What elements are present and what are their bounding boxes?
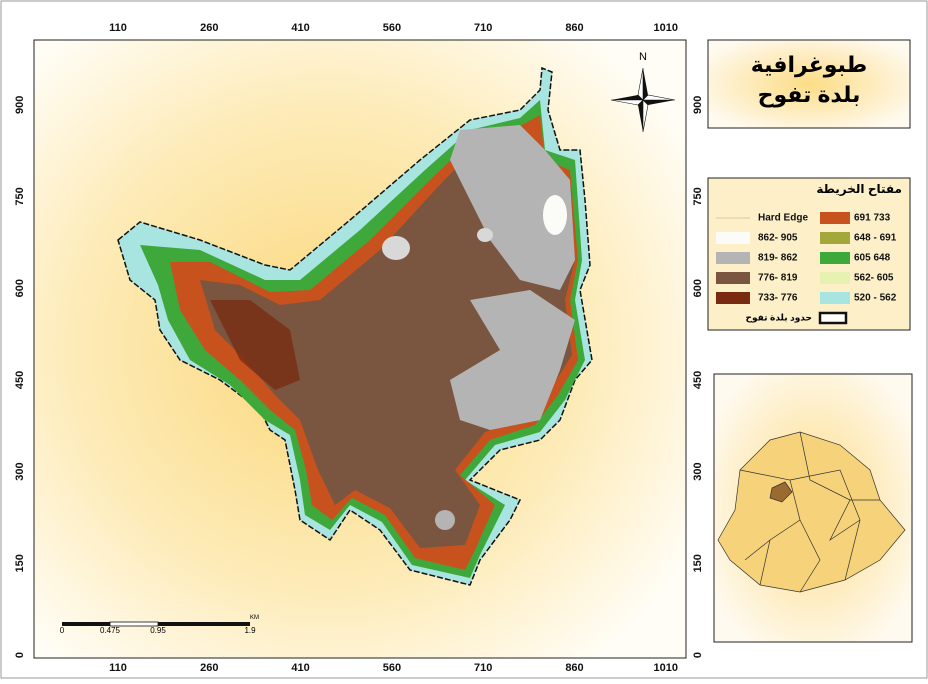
y-coordinate-label: 450: [692, 371, 704, 389]
scale-label: 0.95: [150, 626, 166, 635]
legend-label: Hard Edge: [758, 213, 808, 224]
scale-label: 0.475: [100, 626, 121, 635]
legend-swatch: [820, 212, 850, 224]
legend-label: 648 - 691: [854, 233, 897, 244]
y-coordinate-label: 600: [14, 279, 26, 297]
y-coordinate-label: 600: [692, 279, 704, 297]
legend-swatch: [820, 292, 850, 304]
y-coordinate-label: 900: [692, 96, 704, 114]
y-coordinate-label: 900: [14, 96, 26, 114]
main-map: 0 0.475 0.95 1.9 KM N: [34, 40, 686, 658]
x-coordinate-label: 860: [565, 22, 583, 34]
legend-swatch: [820, 252, 850, 264]
title-line: بلدة تفوح: [758, 82, 861, 108]
scale-unit: KM: [250, 615, 259, 621]
y-coordinate-label: 0: [692, 652, 704, 658]
legend-swatch: [820, 272, 850, 284]
legend-label: 819- 862: [758, 253, 798, 264]
map-page: 0 0.475 0.95 1.9 KM N طبوغرافية بلدة تفو…: [0, 0, 928, 679]
legend-label: حدود بلدة تفوح: [746, 312, 812, 323]
scale-label: 0: [60, 626, 65, 635]
peak: [382, 236, 410, 260]
x-coordinate-label: 710: [474, 662, 492, 674]
legend-swatch: [716, 252, 750, 264]
y-coordinate-label: 300: [14, 462, 26, 480]
x-coordinate-label: 410: [291, 662, 309, 674]
x-coordinate-label: 410: [291, 22, 309, 34]
y-coordinate-label: 150: [14, 554, 26, 572]
y-coordinate-label: 750: [692, 187, 704, 205]
legend-label: 562- 605: [854, 273, 894, 284]
x-coordinate-label: 1010: [654, 662, 678, 674]
legend-swatch: [820, 313, 846, 323]
title-line: طبوغرافية: [751, 52, 867, 78]
y-coordinate-label: 0: [14, 652, 26, 658]
x-coordinate-label: 110: [109, 662, 127, 674]
legend-label: 862- 905: [758, 233, 798, 244]
legend-swatch: [716, 272, 750, 284]
y-coordinate-label: 750: [14, 187, 26, 205]
peak: [435, 510, 455, 530]
legend-label: 733- 776: [758, 293, 798, 304]
peak: [477, 228, 493, 242]
legend-swatch: [716, 232, 750, 244]
peak: [543, 195, 567, 235]
legend-label: 776- 819: [758, 273, 798, 284]
legend-label: 520 - 562: [854, 293, 897, 304]
x-coordinate-label: 710: [474, 22, 492, 34]
x-coordinate-label: 1010: [654, 22, 678, 34]
legend-swatch: [716, 292, 750, 304]
y-coordinate-label: 450: [14, 371, 26, 389]
north-label: N: [639, 51, 647, 63]
scale-label: 1.9: [244, 626, 256, 635]
legend-label: 691 733: [854, 213, 891, 224]
legend-label: 605 648: [854, 253, 891, 264]
x-coordinate-label: 560: [383, 662, 401, 674]
y-coordinate-label: 300: [692, 462, 704, 480]
x-coordinate-label: 260: [200, 22, 218, 34]
x-coordinate-label: 860: [565, 662, 583, 674]
y-coordinate-label: 150: [692, 554, 704, 572]
x-coordinate-label: 260: [200, 662, 218, 674]
legend-swatch: [820, 232, 850, 244]
x-coordinate-label: 110: [109, 22, 127, 34]
legend-title: مفتاح الخريطة: [816, 182, 902, 196]
x-coordinate-label: 560: [383, 22, 401, 34]
